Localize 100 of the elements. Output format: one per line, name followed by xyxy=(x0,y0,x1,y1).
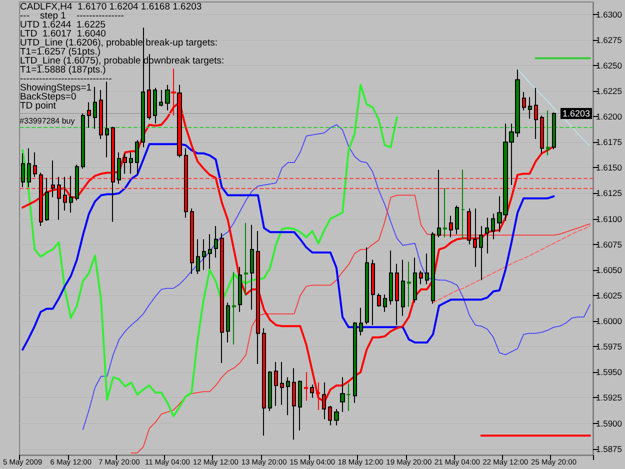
y-tick-label: 1.6075 xyxy=(596,239,622,250)
y-tick-label: 1.6200 xyxy=(596,112,622,122)
candlestick xyxy=(467,208,471,245)
candlestick xyxy=(310,384,314,398)
candlestick xyxy=(491,213,495,240)
candlestick xyxy=(159,89,163,107)
y-tick-label: 1.6250 xyxy=(596,60,622,70)
candlestick xyxy=(413,257,417,304)
candlestick xyxy=(250,224,254,310)
candlestick xyxy=(395,263,399,326)
candlestick xyxy=(39,172,43,226)
candlestick xyxy=(33,152,37,178)
candlestick xyxy=(401,259,405,316)
candlestick xyxy=(528,96,532,120)
candlestick xyxy=(552,112,556,150)
candlestick xyxy=(546,110,550,156)
candlestick xyxy=(69,175,73,214)
candlestick xyxy=(540,115,544,154)
annotation: --- step 1 --------------- xyxy=(20,10,124,22)
line-series xyxy=(130,194,590,454)
candlestick xyxy=(21,152,25,188)
annotation: LTD 1.6017 1.6040 xyxy=(20,28,106,40)
annotation: BackSteps=0 xyxy=(20,92,76,102)
candlestick xyxy=(334,408,339,426)
candlestick xyxy=(196,238,200,275)
ref-line-label: 1.6203 xyxy=(562,108,590,118)
candlestick xyxy=(437,169,441,238)
candlestick xyxy=(286,376,290,416)
candlestick xyxy=(455,204,459,235)
candlestick xyxy=(473,208,477,268)
y-tick-label: 1.6300 xyxy=(596,9,622,20)
y-tick-label: 1.6025 xyxy=(596,290,622,300)
candlestick xyxy=(232,271,236,346)
y-tick-label: 1.5900 xyxy=(596,418,622,428)
candlestick xyxy=(256,230,260,364)
y-tick-label: 1.6225 xyxy=(596,86,622,96)
y-tick-label: 1.6125 xyxy=(596,188,622,198)
candlestick xyxy=(153,87,157,124)
candlestick xyxy=(81,112,85,170)
candlestick xyxy=(534,87,538,140)
y-tick-label: 1.6000 xyxy=(596,316,622,326)
candlestick xyxy=(359,307,363,336)
candlestick xyxy=(328,405,332,426)
annotation: TD point xyxy=(20,100,56,112)
candlestick xyxy=(298,380,302,431)
candlestick xyxy=(141,27,145,148)
candlestick xyxy=(304,372,308,402)
candlestick xyxy=(190,208,194,275)
ref-line-label: #33997284 buy xyxy=(20,116,75,126)
y-tick-label: 1.6150 xyxy=(596,162,622,173)
candlestick xyxy=(449,215,453,238)
candlestick xyxy=(220,232,224,364)
candlestick xyxy=(274,361,278,406)
candlestick xyxy=(165,84,170,111)
candlestick xyxy=(431,232,435,304)
candlestick xyxy=(377,292,381,308)
candlestick xyxy=(75,164,79,201)
y-tick-label: 1.6050 xyxy=(596,264,622,275)
annotation: ----------------------------- xyxy=(20,74,112,84)
candlestick xyxy=(27,148,31,188)
candlestick xyxy=(51,160,55,198)
candlestick xyxy=(45,177,49,222)
y-tick-label: 1.6175 xyxy=(596,137,622,148)
candlestick xyxy=(129,152,133,174)
candlestick xyxy=(208,234,212,270)
candlestick xyxy=(202,238,206,270)
chart-title: CADLFX,H4 1.6170 1.6204 1.6168 1.6203 xyxy=(20,2,202,12)
line-series xyxy=(22,84,398,418)
candlestick xyxy=(214,225,218,258)
candlestick xyxy=(262,328,266,436)
candlestick xyxy=(87,102,91,128)
candlestick xyxy=(419,270,423,285)
candlestick xyxy=(353,322,357,404)
candlestick xyxy=(244,222,248,296)
candlestick xyxy=(292,368,296,440)
annotation: UTD_Line (1.6206), probable break-up targets: xyxy=(20,38,218,48)
candlestick xyxy=(443,188,447,238)
candlestick xyxy=(111,126,115,222)
y-tick-label: 1.5950 xyxy=(596,367,622,378)
line-series xyxy=(432,225,590,304)
candlestick xyxy=(226,302,230,344)
y-tick-label: 1.5975 xyxy=(596,342,622,352)
candlestick xyxy=(268,370,272,412)
annotation: UTD 1.6244 1.6225 xyxy=(20,20,106,30)
candlestick xyxy=(105,81,109,158)
candlestick xyxy=(280,361,284,406)
candlestick xyxy=(117,152,121,185)
line-series xyxy=(22,143,555,351)
candlestick xyxy=(383,294,387,312)
y-tick-label: 1.5925 xyxy=(596,392,622,403)
line-series xyxy=(517,68,590,147)
y-tick-label: 1.6275 xyxy=(596,34,622,45)
candlestick xyxy=(407,261,411,308)
candlestick xyxy=(99,89,103,140)
candlestick xyxy=(425,253,429,285)
candlestick xyxy=(389,250,393,306)
candlestick xyxy=(57,176,61,220)
y-tick-label: 1.5875 xyxy=(596,444,622,454)
candlestick xyxy=(135,140,139,174)
candlestick xyxy=(123,152,127,174)
